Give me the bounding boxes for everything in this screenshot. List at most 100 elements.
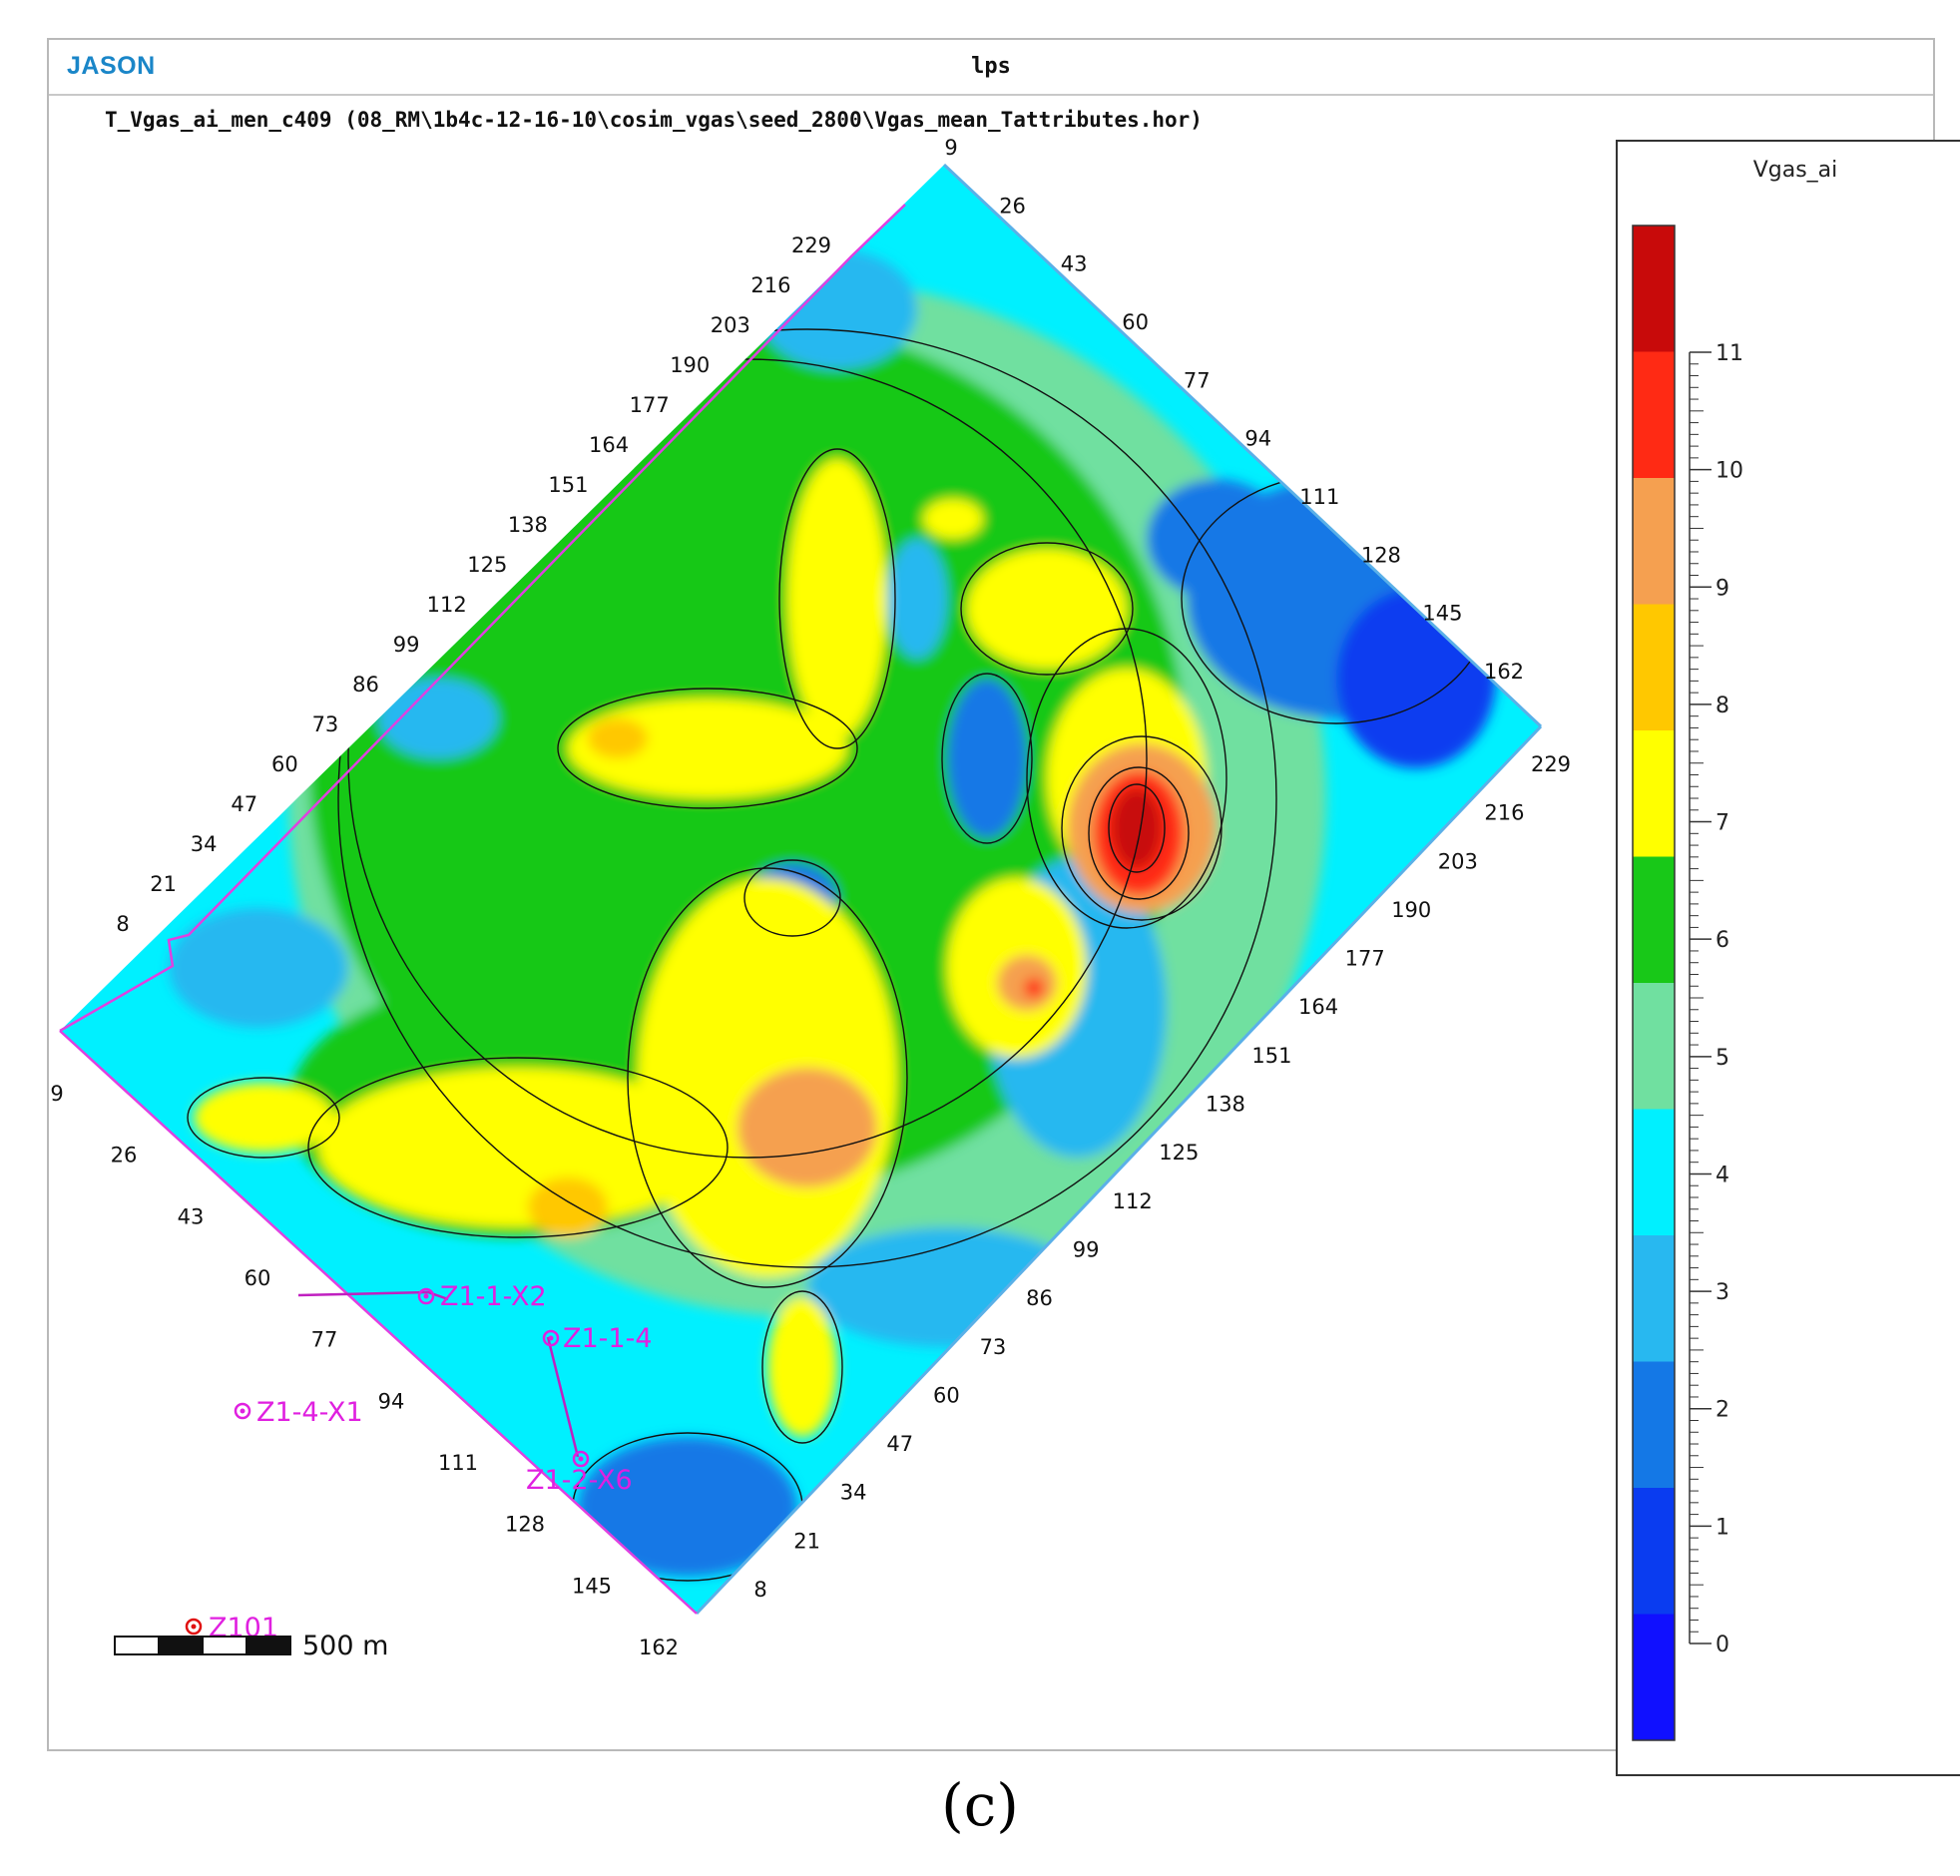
survey-boundary-upper <box>59 204 906 1033</box>
well-marker[interactable] <box>417 1287 435 1305</box>
grid-label-lower-left-edge: 162 <box>639 1636 679 1659</box>
grid-label-lower-right-edge: 190 <box>1391 898 1431 922</box>
grid-label-upper-left-edge: 125 <box>467 553 507 577</box>
grid-label-upper-left-edge: 99 <box>393 633 420 657</box>
grid-label-lower-right-edge: 151 <box>1251 1044 1291 1068</box>
contour-lines <box>187 328 1492 1582</box>
legend-tick-label: 5 <box>1715 1046 1729 1071</box>
window-title: lps <box>971 54 1011 79</box>
well-marker-dot <box>191 1624 197 1630</box>
legend-color-band <box>1633 730 1675 857</box>
legend-title: Vgas_ai <box>1752 158 1838 183</box>
grid-label-upper-left-edge: 151 <box>548 473 588 497</box>
grid-label-lower-right-edge: 138 <box>1206 1093 1245 1117</box>
legend-color-band <box>1633 351 1675 479</box>
survey-boundary-lower <box>59 1030 698 1615</box>
grid-label-lower-right-edge: 125 <box>1159 1141 1199 1165</box>
contour-map[interactable]: 8213447607386991121251381511641771902032… <box>49 40 1611 1751</box>
legend-tick-label: 6 <box>1715 928 1729 953</box>
legend-color-band <box>1633 604 1675 731</box>
well-label: Z1-1-X2 <box>440 1281 547 1312</box>
grid-label-upper-left-edge: 60 <box>271 752 298 776</box>
grid-label-lower-left-edge: 111 <box>438 1451 478 1475</box>
well-marker-dot <box>240 1408 245 1414</box>
color-legend: Vgas_ai 11 10 9 8 7 6 5 4 3 2 1 0 <box>1616 140 1960 1776</box>
grid-label-upper-left-edge: 112 <box>427 593 467 617</box>
legend-color-band <box>1633 1488 1675 1615</box>
grid-label-lower-right-edge: 8 <box>753 1578 766 1602</box>
well-marker-dot <box>423 1293 429 1299</box>
grid-label-lower-right-edge: 177 <box>1345 947 1385 971</box>
legend-tick-label: 2 <box>1715 1398 1729 1423</box>
legend-tick-label: 0 <box>1715 1633 1729 1657</box>
grid-label-upper-left-edge: 21 <box>150 872 177 896</box>
grid-label-upper-right-edge: 77 <box>1184 368 1211 392</box>
well-label: Z1-4-X1 <box>256 1397 363 1428</box>
survey-edge-right <box>942 163 1543 728</box>
well-label: Z1-1-4 <box>563 1323 653 1354</box>
well-marker[interactable] <box>542 1329 560 1347</box>
survey-edge-bottom <box>695 724 1543 1616</box>
grid-label-upper-right-edge: 9 <box>944 136 957 160</box>
legend-bar-outline <box>1632 225 1676 1741</box>
grid-edge-labels: 8213447607386991121251381511641771902032… <box>50 136 1571 1659</box>
legend-tick-label: 11 <box>1715 341 1743 366</box>
legend-tick-label: 7 <box>1715 811 1729 836</box>
jason-logo: JASON <box>67 52 156 80</box>
grid-label-lower-right-edge: 229 <box>1531 752 1571 776</box>
legend-color-band <box>1633 1361 1675 1489</box>
grid-label-upper-left-edge: 8 <box>116 912 129 936</box>
grid-label-lower-right-edge: 34 <box>840 1481 867 1505</box>
grid-label-upper-left-edge: 177 <box>630 393 670 417</box>
grid-label-upper-right-edge: 128 <box>1361 543 1401 567</box>
scale-bar: 500 m <box>114 1631 388 1661</box>
grid-label-upper-left-edge: 216 <box>750 273 790 297</box>
legend-color-band <box>1633 1614 1675 1741</box>
grid-label-lower-right-edge: 203 <box>1438 849 1478 873</box>
legend-color-band <box>1633 226 1675 352</box>
legend-tick-label: 3 <box>1715 1280 1729 1305</box>
well-trajectories <box>297 1290 580 1458</box>
legend-color-band <box>1633 478 1675 605</box>
grid-label-lower-right-edge: 47 <box>886 1432 913 1456</box>
grid-label-upper-right-edge: 43 <box>1061 252 1088 276</box>
grid-label-lower-right-edge: 164 <box>1298 995 1338 1019</box>
grid-label-upper-left-edge: 86 <box>352 673 379 697</box>
grid-label-lower-right-edge: 21 <box>793 1529 820 1553</box>
legend-color-band <box>1633 1235 1675 1362</box>
legend-tick-label: 10 <box>1715 459 1743 484</box>
grid-label-upper-left-edge: 190 <box>670 353 710 377</box>
grid-label-lower-left-edge: 145 <box>572 1574 612 1598</box>
well-marker-dot <box>578 1456 584 1462</box>
grid-label-lower-left-edge: 9 <box>50 1082 63 1106</box>
grid-label-lower-right-edge: 86 <box>1026 1286 1053 1310</box>
grid-label-upper-left-edge: 164 <box>589 433 629 457</box>
grid-label-upper-right-edge: 26 <box>999 194 1026 218</box>
grid-label-upper-left-edge: 47 <box>231 792 257 816</box>
legend-color-bar <box>1632 225 1676 1741</box>
legend-tick-label: 1 <box>1715 1515 1729 1540</box>
grid-label-lower-right-edge: 73 <box>980 1335 1007 1359</box>
grid-label-upper-left-edge: 34 <box>191 832 218 856</box>
well-marker[interactable] <box>185 1618 203 1636</box>
grid-label-upper-right-edge: 111 <box>1299 485 1339 509</box>
grid-label-upper-right-edge: 94 <box>1244 427 1271 451</box>
window-title-bar: JASON lps <box>49 40 1933 96</box>
grid-label-upper-left-edge: 73 <box>312 712 339 736</box>
map-title: T_Vgas_ai_men_c409 (08_RM\1b4c-12-16-10\… <box>105 108 1203 132</box>
grid-label-lower-right-edge: 216 <box>1484 801 1524 825</box>
map-window: JASON lps T_Vgas_ai_men_c409 (08_RM\1b4c… <box>47 38 1960 1776</box>
well-marker-dot <box>548 1335 554 1341</box>
grid-label-lower-right-edge: 112 <box>1113 1189 1153 1213</box>
grid-label-lower-left-edge: 94 <box>378 1389 405 1413</box>
figure-caption: (c) <box>941 1771 1019 1839</box>
legend-color-band <box>1633 856 1675 984</box>
well-marker[interactable] <box>234 1402 251 1420</box>
grid-label-lower-right-edge: 99 <box>1073 1237 1100 1261</box>
grid-label-upper-left-edge: 138 <box>508 513 548 537</box>
grid-label-lower-right-edge: 60 <box>933 1383 960 1407</box>
grid-label-upper-right-edge: 162 <box>1484 660 1524 684</box>
well-marker[interactable] <box>572 1450 590 1468</box>
